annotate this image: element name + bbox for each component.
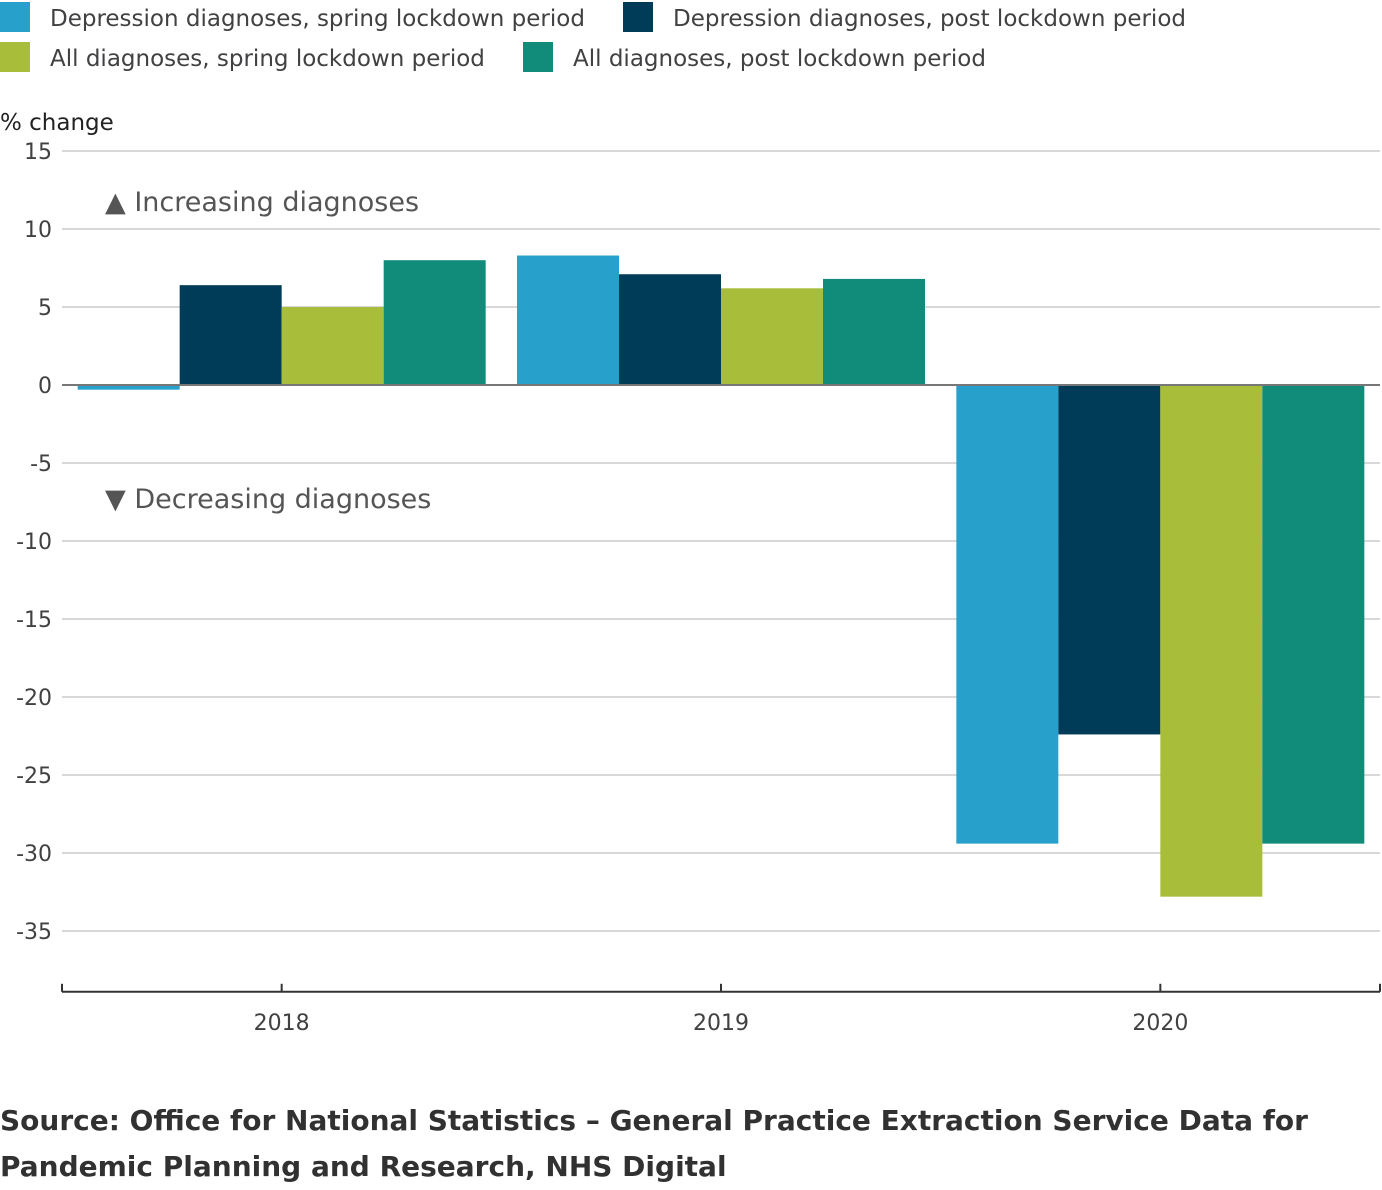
y-tick-label: -5 (30, 452, 52, 477)
x-axis: 2018 2019 2020 (61, 983, 1381, 1036)
bar-2018-series-0 (77, 385, 180, 390)
y-tick-label: -15 (16, 608, 52, 633)
y-tick-label: 0 (38, 374, 52, 399)
source-note: Source: Office for National Statistics –… (0, 1104, 1308, 1183)
legend-label: All diagnoses, post lockdown period (573, 46, 986, 72)
annotation-decreasing: ▼ Decreasing diagnoses (105, 484, 431, 515)
y-tick-label: 15 (24, 140, 52, 165)
bars (62, 255, 1380, 897)
x-tick-label: 2019 (693, 1011, 749, 1036)
legend-label: Depression diagnoses, spring lockdown pe… (50, 6, 585, 32)
y-tick-label: -20 (16, 686, 52, 711)
bar-2020-series-0 (956, 385, 1059, 844)
y-tick-label: -35 (16, 920, 52, 945)
bar-2020-series-1 (1058, 385, 1161, 735)
bar-2019-series-3 (823, 278, 925, 385)
bar-2018-series-2 (281, 307, 384, 385)
x-tick-label: 2020 (1132, 1011, 1188, 1036)
y-axis-label: % change (0, 110, 114, 136)
y-axis: 15 10 5 0 -5 -10 -15 -20 -25 -30 -35 (16, 140, 52, 945)
chart-legend: Depression diagnoses, spring lockdown pe… (0, 0, 1382, 90)
y-tick-label: -10 (16, 530, 52, 555)
legend-label: Depression diagnoses, post lockdown peri… (673, 6, 1186, 32)
x-tick-label: 2018 (254, 1011, 310, 1036)
y-tick-label: -30 (16, 842, 52, 867)
y-tick-label: -25 (16, 764, 52, 789)
legend-label: All diagnoses, spring lockdown period (50, 46, 485, 72)
bar-2018-series-3 (383, 260, 486, 385)
y-tick-label: 10 (24, 218, 52, 243)
bar-chart: 15 10 5 0 -5 -10 -15 -20 -25 -30 -35 % change 2018… (0, 110, 1381, 1036)
y-tick-label: 5 (38, 296, 52, 321)
bar-2020-series-2 (1160, 385, 1263, 897)
legend-swatch (623, 2, 653, 32)
bar-2019-series-2 (721, 288, 823, 385)
legend-swatch (523, 42, 553, 72)
annotation-increasing: ▲ Increasing diagnoses (105, 187, 419, 218)
bar-2020-series-3 (1262, 385, 1365, 844)
bar-2019-series-0 (517, 255, 619, 385)
bar-2018-series-1 (179, 285, 282, 385)
legend-swatch (0, 2, 30, 32)
bar-2019-series-1 (619, 274, 721, 385)
legend-swatch (0, 42, 30, 72)
